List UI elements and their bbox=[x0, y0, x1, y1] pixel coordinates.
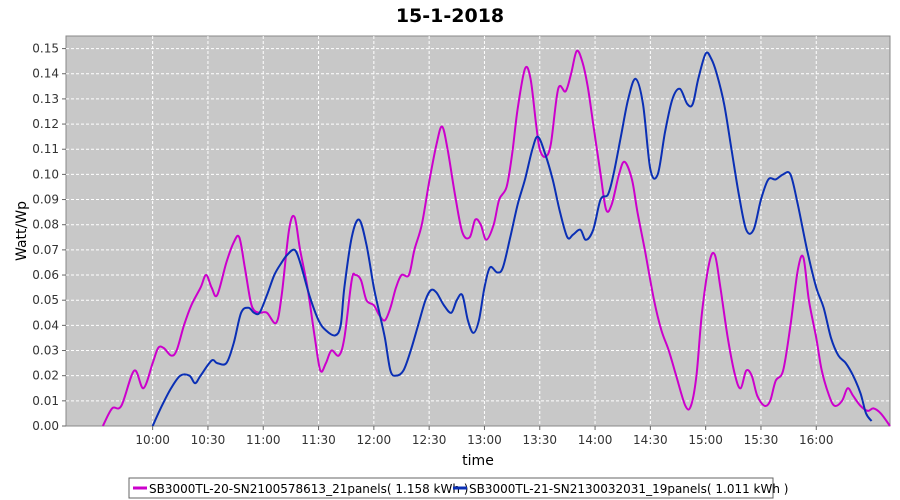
x-tick-label: 15:00 bbox=[688, 433, 723, 447]
y-tick-label: 0.04 bbox=[32, 318, 59, 332]
y-tick-label: 0.14 bbox=[32, 67, 59, 81]
x-tick-label: 10:00 bbox=[135, 433, 170, 447]
y-tick-label: 0.13 bbox=[32, 92, 59, 106]
x-tick-label: 12:00 bbox=[357, 433, 392, 447]
y-tick-label: 0.12 bbox=[32, 117, 59, 131]
y-tick-label: 0.15 bbox=[32, 42, 59, 56]
legend-item-2: SB3000TL-21-SN2130032031_19panels( 1.011… bbox=[453, 482, 788, 496]
y-tick-label: 0.02 bbox=[32, 369, 59, 383]
series-line-1 bbox=[101, 49, 891, 427]
chart-title: 15-1-2018 bbox=[396, 5, 504, 27]
legend-label-1: SB3000TL-20-SN2100578613_21panels( 1.158… bbox=[149, 482, 468, 496]
x-tick-label: 13:00 bbox=[467, 433, 502, 447]
y-tick-label: 0.10 bbox=[32, 167, 59, 181]
legend bbox=[128, 477, 774, 499]
x-axis-label: time bbox=[462, 453, 494, 469]
plot-area bbox=[65, 35, 891, 427]
y-tick-label: 0.03 bbox=[32, 344, 59, 358]
x-tick-label: 14:30 bbox=[633, 433, 668, 447]
x-tick-label: 11:30 bbox=[301, 433, 336, 447]
x-tick-label: 14:00 bbox=[578, 433, 613, 447]
x-tick-label: 11:00 bbox=[246, 433, 281, 447]
y-tick-label: 0.01 bbox=[32, 394, 59, 408]
series-line-2 bbox=[151, 51, 873, 427]
y-tick-label: 0.00 bbox=[32, 419, 59, 433]
y-tick-label: 0.09 bbox=[32, 193, 59, 207]
y-axis: 0.00 0.01 0.02 0.03 0.04 0.05 0.06 0.07 0.08 0.09… bbox=[32, 42, 66, 433]
y-axis-label: Watt/Wp bbox=[14, 201, 30, 261]
series-layer bbox=[101, 49, 891, 427]
grid bbox=[66, 36, 890, 426]
legend-item-1: SB3000TL-20-SN2100578613_21panels( 1.158… bbox=[133, 482, 468, 496]
y-tick-label: 0.07 bbox=[32, 243, 59, 257]
y-tick-label: 0.05 bbox=[32, 293, 59, 307]
y-tick-label: 0.06 bbox=[32, 268, 59, 282]
x-axis: 10:00 10:30 11:00 11:30 12:00 12:30 13:00 13:30… bbox=[135, 426, 834, 447]
x-tick-label: 16:00 bbox=[799, 433, 834, 447]
legend-label-2: SB3000TL-21-SN2130032031_19panels( 1.011… bbox=[469, 482, 788, 496]
y-tick-label: 0.08 bbox=[32, 218, 59, 232]
x-tick-label: 15:30 bbox=[744, 433, 779, 447]
x-tick-label: 13:30 bbox=[522, 433, 557, 447]
x-tick-label: 10:30 bbox=[191, 433, 226, 447]
y-tick-label: 0.11 bbox=[32, 142, 59, 156]
x-tick-label: 12:30 bbox=[412, 433, 447, 447]
